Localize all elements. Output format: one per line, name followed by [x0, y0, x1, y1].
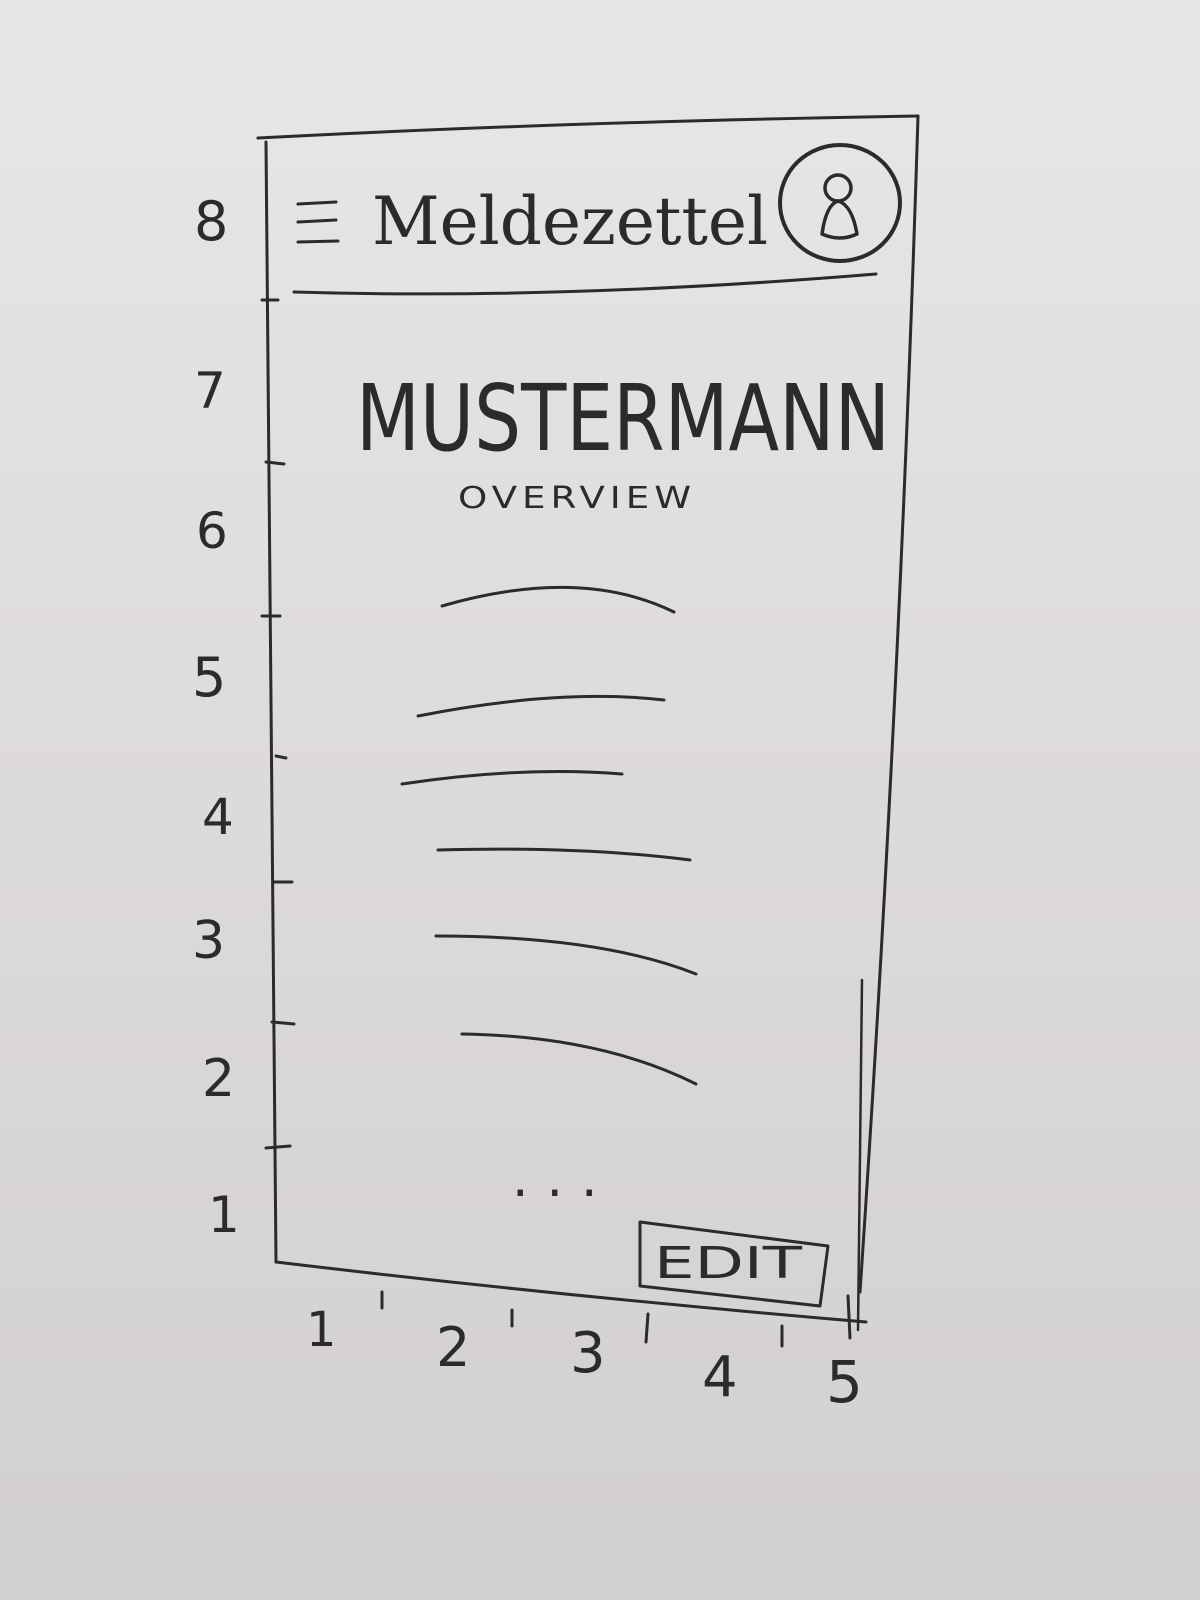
- list-item[interactable]: [440, 585, 676, 614]
- grid-label-v8: 8: [194, 190, 228, 253]
- list-item[interactable]: [434, 934, 698, 976]
- user-profile-icon[interactable]: [778, 143, 902, 263]
- grid-label-h1: 1: [306, 1302, 337, 1358]
- list-item[interactable]: [460, 1032, 698, 1086]
- app-bar: Meldezettel: [292, 143, 902, 296]
- grid-label-v5: 5: [192, 646, 226, 709]
- grid-label-v7: 7: [194, 362, 226, 420]
- app-bar-divider: [292, 272, 878, 296]
- grid-label-v3: 3: [192, 911, 225, 971]
- grid-label-h4: 4: [702, 1345, 738, 1410]
- list-item[interactable]: [400, 770, 624, 786]
- app-title: Meldezettel: [372, 183, 768, 260]
- grid-label-h2: 2: [436, 1316, 470, 1379]
- hamburger-menu-icon[interactable]: [296, 200, 340, 244]
- horizontal-tick-marks: [380, 1290, 852, 1348]
- phone-frame: [256, 114, 920, 1332]
- grid-label-v1: 1: [208, 1186, 240, 1244]
- edit-button-label: EDIT: [654, 1238, 802, 1289]
- more-indicator: ...: [512, 1149, 616, 1209]
- vertical-tick-marks: [260, 298, 296, 1150]
- grid-label-v2: 2: [202, 1049, 235, 1109]
- grid-label-h5: 5: [826, 1348, 863, 1416]
- grid-label-h3: 3: [570, 1321, 606, 1386]
- vertical-grid-labels: 8 7 6 5 4 3 2 1: [192, 190, 240, 1244]
- horizontal-grid-labels: 1 2 3 4 5: [306, 1302, 863, 1416]
- list-item[interactable]: [436, 847, 692, 862]
- grid-label-v6: 6: [196, 502, 228, 560]
- list-item[interactable]: [416, 694, 666, 718]
- page-subheading: OVERVIEW: [458, 481, 696, 516]
- edit-button[interactable]: EDIT: [638, 1220, 830, 1308]
- grid-label-v4: 4: [202, 788, 234, 846]
- page-heading: MUSTERMANN: [356, 365, 890, 472]
- overview-list: [400, 585, 698, 1086]
